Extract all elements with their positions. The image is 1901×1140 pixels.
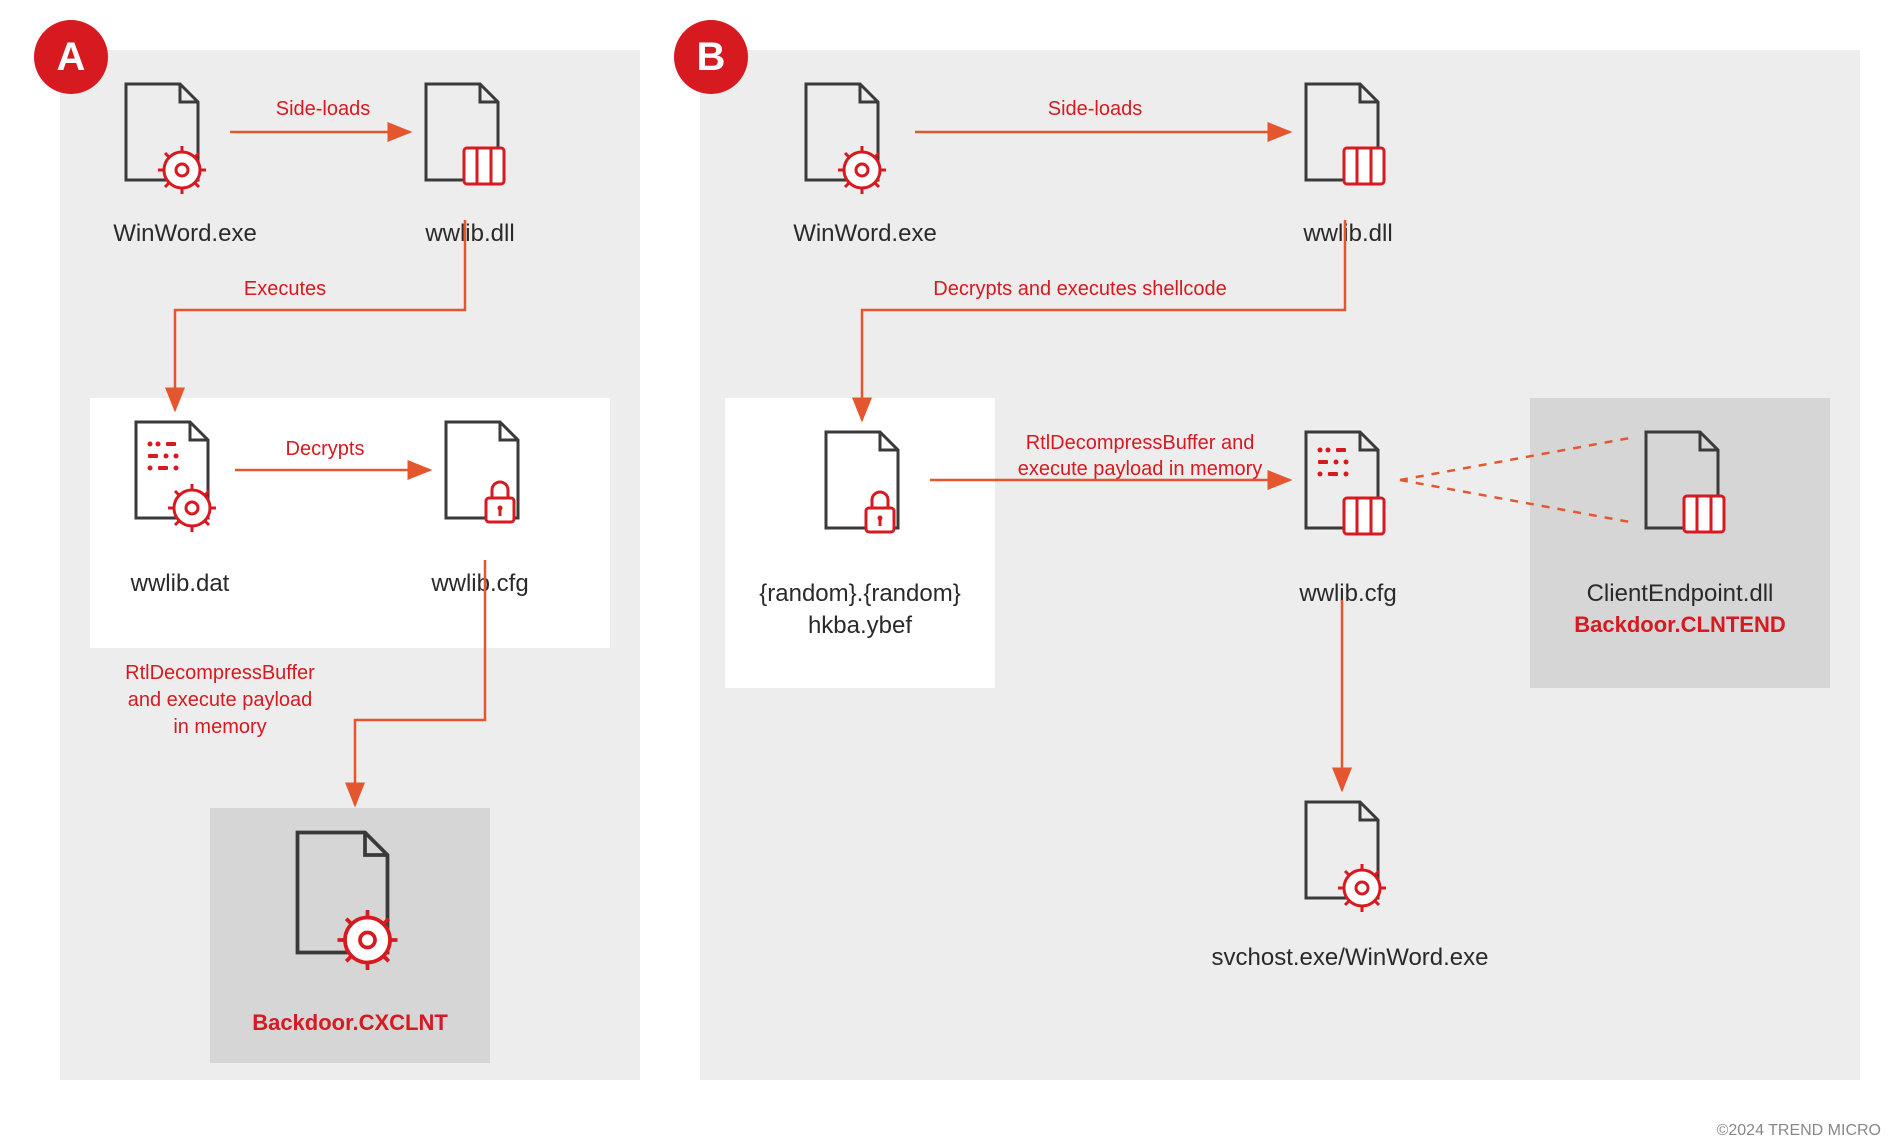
panel-a-white-box xyxy=(90,398,610,648)
label-wwlib-cfg-a: wwlib.cfg xyxy=(420,570,540,598)
arrow-label-sideloads-b: Side-loads xyxy=(1030,98,1160,121)
label-wwlib-dat: wwlib.dat xyxy=(120,570,240,598)
copyright: ©2024 TREND MICRO xyxy=(1717,1122,1881,1140)
label-wwlib-dll-b: wwlib.dll xyxy=(1288,220,1408,248)
label-backdoor-cxclnt: Backdoor.CXCLNT xyxy=(230,1010,470,1036)
label-backdoor-clntend: Backdoor.CLNTEND xyxy=(1560,612,1800,638)
label-wwlib-cfg-b: wwlib.cfg xyxy=(1288,580,1408,608)
label-random-2: hkba.ybef xyxy=(740,612,980,640)
arrow-label-executes: Executes xyxy=(230,278,340,301)
panel-b-gray-box xyxy=(1530,398,1830,688)
diagram-container: A B xyxy=(20,20,1881,1102)
badge-b: B xyxy=(674,20,748,94)
arrow-label-decrypt-shellcode: Decrypts and executes shellcode xyxy=(900,278,1260,301)
label-svchost: svchost.exe/WinWord.exe xyxy=(1200,944,1500,972)
label-winword-b: WinWord.exe xyxy=(780,220,950,248)
arrow-label-sideloads-a: Side-loads xyxy=(258,98,388,121)
badge-a: A xyxy=(34,20,108,94)
label-winword-a: WinWord.exe xyxy=(100,220,270,248)
label-random-1: {random}.{random} xyxy=(740,580,980,608)
panel-b-white-box xyxy=(725,398,995,688)
label-clientendpoint: ClientEndpoint.dll xyxy=(1560,580,1800,608)
arrow-label-rtl-b: RtlDecompressBuffer and execute payload … xyxy=(1000,430,1280,482)
label-wwlib-dll-a: wwlib.dll xyxy=(410,220,530,248)
arrow-label-decrypts: Decrypts xyxy=(270,438,380,461)
arrow-label-rtl-a: RtlDecompressBuffer and execute payload … xyxy=(90,660,350,741)
